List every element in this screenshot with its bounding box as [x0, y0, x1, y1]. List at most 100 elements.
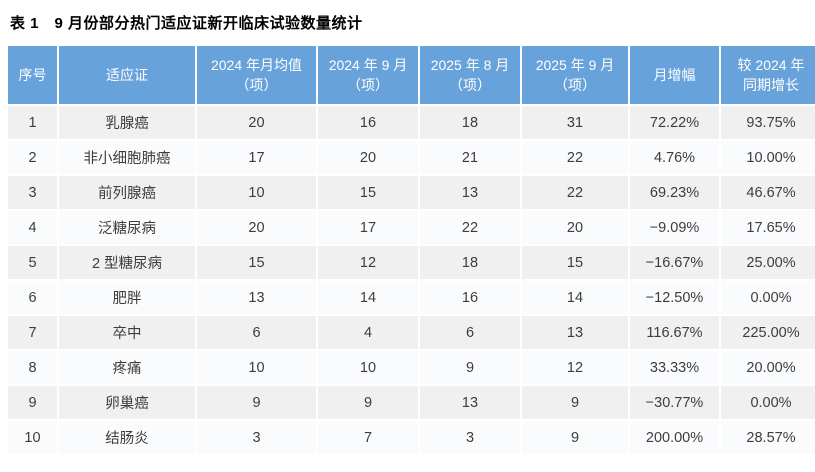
table-cell: 93.75% [721, 106, 815, 139]
column-header-4: 2025 年 8 月（项） [420, 46, 520, 104]
table-cell: 17.65% [721, 211, 815, 244]
table-cell: 17 [318, 211, 418, 244]
table-cell: 13 [420, 386, 520, 419]
header-row: 序号 适应证 2024 年月均值 （项） 2024 年 9 月（项） 2025 年 8 月… [8, 46, 815, 104]
table-cell: 卵巢癌 [59, 386, 195, 419]
table-cell: 13 [420, 176, 520, 209]
table-cell: 225.00% [721, 316, 815, 349]
table-cell: 10 [8, 421, 57, 454]
table-cell: 18 [420, 246, 520, 279]
table-cell: 9 [318, 386, 418, 419]
table-cell: 12 [318, 246, 418, 279]
table-cell: 22 [522, 176, 628, 209]
table-cell: 7 [318, 421, 418, 454]
table-cell: 17 [197, 141, 316, 174]
table-cell: 9 [8, 386, 57, 419]
column-header-2: 2024 年月均值 （项） [197, 46, 316, 104]
table-caption: 表 1 9 月份部分热门适应证新开临床试验数量统计 [10, 15, 363, 32]
table-cell: 200.00% [630, 421, 719, 454]
table-cell: 15 [318, 176, 418, 209]
column-header-5: 2025 年 9 月（项） [522, 46, 628, 104]
table-cell: 20 [318, 141, 418, 174]
table-cell: 46.67% [721, 176, 815, 209]
table-cell: 0.00% [721, 281, 815, 314]
table-cell: 疼痛 [59, 351, 195, 384]
table-cell: 22 [522, 141, 628, 174]
table-cell: −9.09% [630, 211, 719, 244]
table-cell: 16 [318, 106, 418, 139]
table-cell: 10.00% [721, 141, 815, 174]
table-cell: 2 型糖尿病 [59, 246, 195, 279]
table-cell: 69.23% [630, 176, 719, 209]
table-cell: 20 [197, 211, 316, 244]
table-cell: 116.67% [630, 316, 719, 349]
table-cell: −16.67% [630, 246, 719, 279]
table-cell: 6 [8, 281, 57, 314]
table-row: 3 前列腺癌 10 15 13 22 69.23% 46.67% [8, 176, 815, 209]
table-cell: 20.00% [721, 351, 815, 384]
table-cell: 9 [522, 386, 628, 419]
table-cell: 9 [420, 351, 520, 384]
table-cell: 卒中 [59, 316, 195, 349]
table-cell: 9 [197, 386, 316, 419]
table-cell: 33.33% [630, 351, 719, 384]
table-row: 10 结肠炎 3 7 3 9 200.00% 28.57% [8, 421, 815, 454]
table-cell: 肥胖 [59, 281, 195, 314]
table-cell: 31 [522, 106, 628, 139]
table-cell: 15 [522, 246, 628, 279]
table-cell: 7 [8, 316, 57, 349]
table-cell: 20 [522, 211, 628, 244]
table-cell: 泛糖尿病 [59, 211, 195, 244]
table-cell: 9 [522, 421, 628, 454]
table-cell: 16 [420, 281, 520, 314]
table-row: 4 泛糖尿病 20 17 22 20 −9.09% 17.65% [8, 211, 815, 244]
column-header-0: 序号 [8, 46, 57, 104]
table-cell: 6 [420, 316, 520, 349]
column-header-6: 月增幅 [630, 46, 719, 104]
table-cell: 12 [522, 351, 628, 384]
table-cell: 3 [197, 421, 316, 454]
column-header-7: 较 2024 年同期增长 [721, 46, 815, 104]
table-cell: 25.00% [721, 246, 815, 279]
table-cell: 72.22% [630, 106, 719, 139]
table-cell: 3 [420, 421, 520, 454]
table-cell: 4 [318, 316, 418, 349]
table-cell: 14 [318, 281, 418, 314]
table-cell: 乳腺癌 [59, 106, 195, 139]
table-body: 1 乳腺癌 20 16 18 31 72.22% 93.75% 2 非小细胞肺癌 17 20 21 22 4… [8, 106, 815, 454]
table-cell: 28.57% [721, 421, 815, 454]
table-cell: 20 [197, 106, 316, 139]
table-cell: 前列腺癌 [59, 176, 195, 209]
table-cell: 10 [318, 351, 418, 384]
data-table: 序号 适应证 2024 年月均值 （项） 2024 年 9 月（项） 2025 年 8 月… [6, 44, 815, 456]
table-cell: 13 [522, 316, 628, 349]
table-cell: 4.76% [630, 141, 719, 174]
table-cell: −30.77% [630, 386, 719, 419]
table-cell: 10 [197, 351, 316, 384]
table-cell: 6 [197, 316, 316, 349]
column-header-1: 适应证 [59, 46, 195, 104]
table-header: 序号 适应证 2024 年月均值 （项） 2024 年 9 月（项） 2025 年 8 月… [8, 46, 815, 104]
table-cell: 14 [522, 281, 628, 314]
table-row: 7 卒中 6 4 6 13 116.67% 225.00% [8, 316, 815, 349]
table-cell: −12.50% [630, 281, 719, 314]
table-row: 6 肥胖 13 14 16 14 −12.50% 0.00% [8, 281, 815, 314]
table-cell: 结肠炎 [59, 421, 195, 454]
table-row: 2 非小细胞肺癌 17 20 21 22 4.76% 10.00% [8, 141, 815, 174]
table-row: 1 乳腺癌 20 16 18 31 72.22% 93.75% [8, 106, 815, 139]
table-cell: 2 [8, 141, 57, 174]
table-row: 8 疼痛 10 10 9 12 33.33% 20.00% [8, 351, 815, 384]
table-cell: 4 [8, 211, 57, 244]
table-cell: 13 [197, 281, 316, 314]
table-cell: 22 [420, 211, 520, 244]
table-cell: 10 [197, 176, 316, 209]
column-header-3: 2024 年 9 月（项） [318, 46, 418, 104]
table-cell: 18 [420, 106, 520, 139]
table-cell: 8 [8, 351, 57, 384]
table-cell: 3 [8, 176, 57, 209]
table-cell: 15 [197, 246, 316, 279]
table-row: 9 卵巢癌 9 9 13 9 −30.77% 0.00% [8, 386, 815, 419]
table-cell: 1 [8, 106, 57, 139]
